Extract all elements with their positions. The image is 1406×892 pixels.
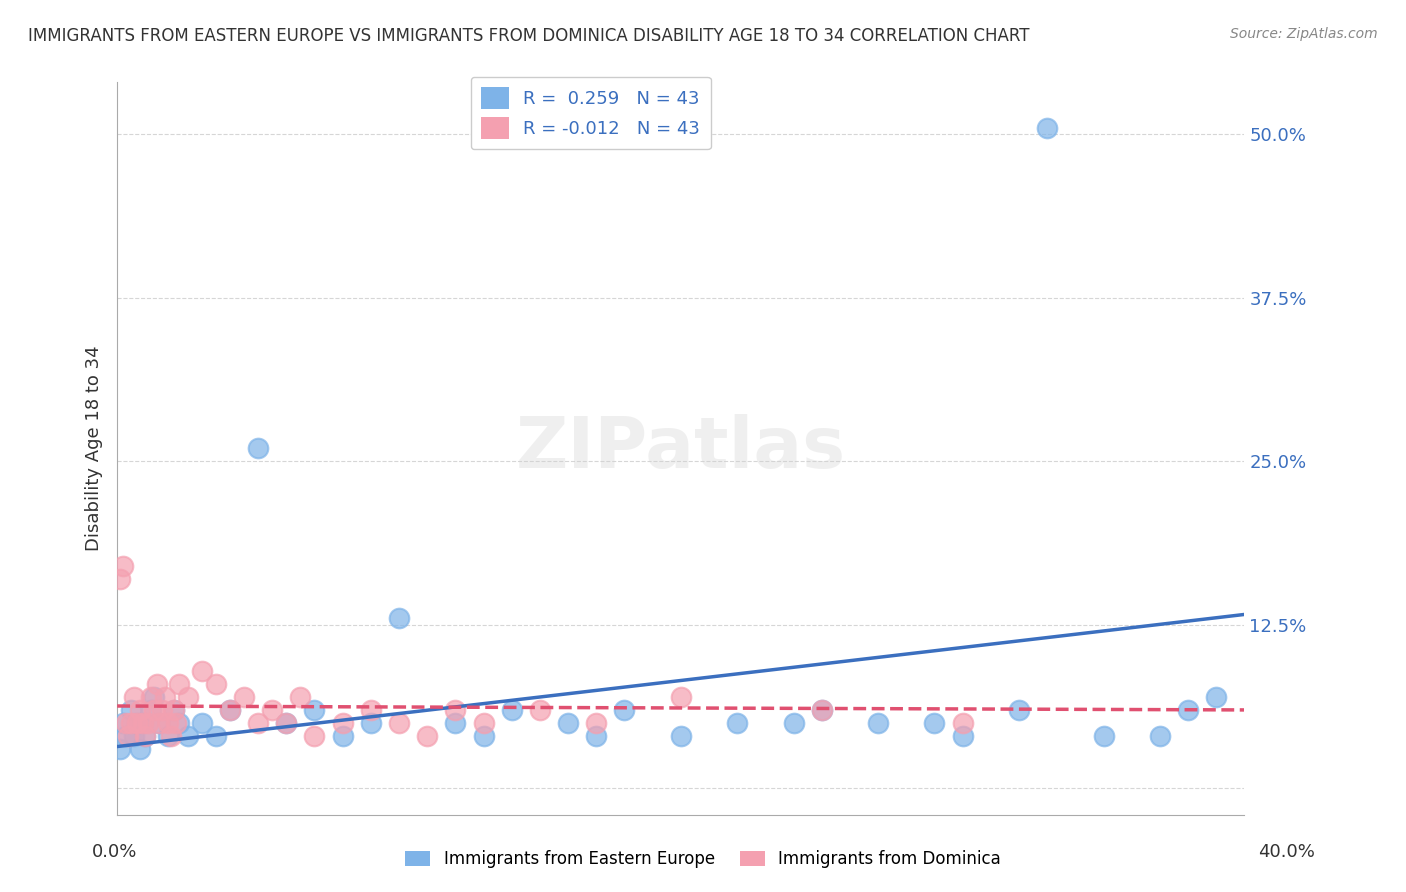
Point — [204, 677, 226, 691]
Point — [262, 703, 284, 717]
Point — [416, 729, 439, 743]
Point — [276, 716, 298, 731]
Point — [108, 572, 131, 586]
Point — [117, 729, 139, 743]
Point — [120, 716, 142, 731]
Point — [669, 729, 692, 743]
Point — [122, 690, 145, 704]
Point — [156, 729, 179, 743]
Point — [557, 716, 579, 731]
Point — [444, 716, 467, 731]
Point — [782, 716, 804, 731]
Point — [150, 703, 173, 717]
Point — [219, 703, 242, 717]
Point — [131, 716, 153, 731]
Point — [472, 716, 495, 731]
Point — [290, 690, 312, 704]
Point — [167, 716, 190, 731]
Point — [142, 690, 165, 704]
Point — [444, 703, 467, 717]
Text: ZIPatlas: ZIPatlas — [516, 414, 846, 483]
Point — [952, 716, 974, 731]
Point — [810, 703, 832, 717]
Point — [304, 729, 326, 743]
Point — [134, 729, 156, 743]
Point — [108, 742, 131, 756]
Point — [148, 716, 170, 731]
Point — [1205, 690, 1227, 704]
Point — [332, 729, 354, 743]
Point — [134, 729, 156, 743]
Point — [142, 703, 165, 717]
Point — [190, 716, 212, 731]
Point — [139, 690, 162, 704]
Point — [165, 716, 187, 731]
Point — [190, 664, 212, 678]
Point — [128, 742, 150, 756]
Point — [868, 716, 890, 731]
Point — [111, 716, 134, 731]
Point — [332, 716, 354, 731]
Point — [1008, 703, 1031, 717]
Point — [810, 703, 832, 717]
Text: IMMIGRANTS FROM EASTERN EUROPE VS IMMIGRANTS FROM DOMINICA DISABILITY AGE 18 TO : IMMIGRANTS FROM EASTERN EUROPE VS IMMIGR… — [28, 27, 1029, 45]
Point — [276, 716, 298, 731]
Point — [128, 703, 150, 717]
Point — [176, 690, 198, 704]
Point — [669, 690, 692, 704]
Point — [148, 716, 170, 731]
Point — [360, 703, 382, 717]
Point — [1092, 729, 1115, 743]
Point — [114, 729, 136, 743]
Point — [233, 690, 256, 704]
Text: 0.0%: 0.0% — [91, 843, 136, 861]
Point — [125, 716, 148, 731]
Point — [725, 716, 748, 731]
Point — [219, 703, 242, 717]
Legend: R =  0.259   N = 43, R = -0.012   N = 43: R = 0.259 N = 43, R = -0.012 N = 43 — [471, 77, 710, 150]
Point — [120, 703, 142, 717]
Point — [472, 729, 495, 743]
Point — [204, 729, 226, 743]
Point — [176, 729, 198, 743]
Point — [111, 559, 134, 574]
Point — [1149, 729, 1171, 743]
Point — [585, 716, 607, 731]
Y-axis label: Disability Age 18 to 34: Disability Age 18 to 34 — [86, 345, 103, 551]
Text: Source: ZipAtlas.com: Source: ZipAtlas.com — [1230, 27, 1378, 41]
Point — [501, 703, 523, 717]
Point — [136, 716, 159, 731]
Point — [162, 703, 184, 717]
Point — [122, 729, 145, 743]
Legend: Immigrants from Eastern Europe, Immigrants from Dominica: Immigrants from Eastern Europe, Immigran… — [398, 844, 1008, 875]
Point — [114, 716, 136, 731]
Point — [131, 716, 153, 731]
Text: 40.0%: 40.0% — [1258, 843, 1315, 861]
Point — [585, 729, 607, 743]
Point — [360, 716, 382, 731]
Point — [924, 716, 946, 731]
Point — [952, 729, 974, 743]
Point — [145, 677, 167, 691]
Point — [304, 703, 326, 717]
Point — [1036, 120, 1059, 135]
Point — [529, 703, 551, 717]
Point — [247, 442, 270, 456]
Point — [159, 729, 181, 743]
Point — [167, 677, 190, 691]
Point — [156, 716, 179, 731]
Point — [388, 716, 411, 731]
Point — [247, 716, 270, 731]
Point — [388, 611, 411, 625]
Point — [162, 703, 184, 717]
Point — [139, 703, 162, 717]
Point — [613, 703, 636, 717]
Point — [153, 690, 176, 704]
Point — [125, 716, 148, 731]
Point — [1177, 703, 1199, 717]
